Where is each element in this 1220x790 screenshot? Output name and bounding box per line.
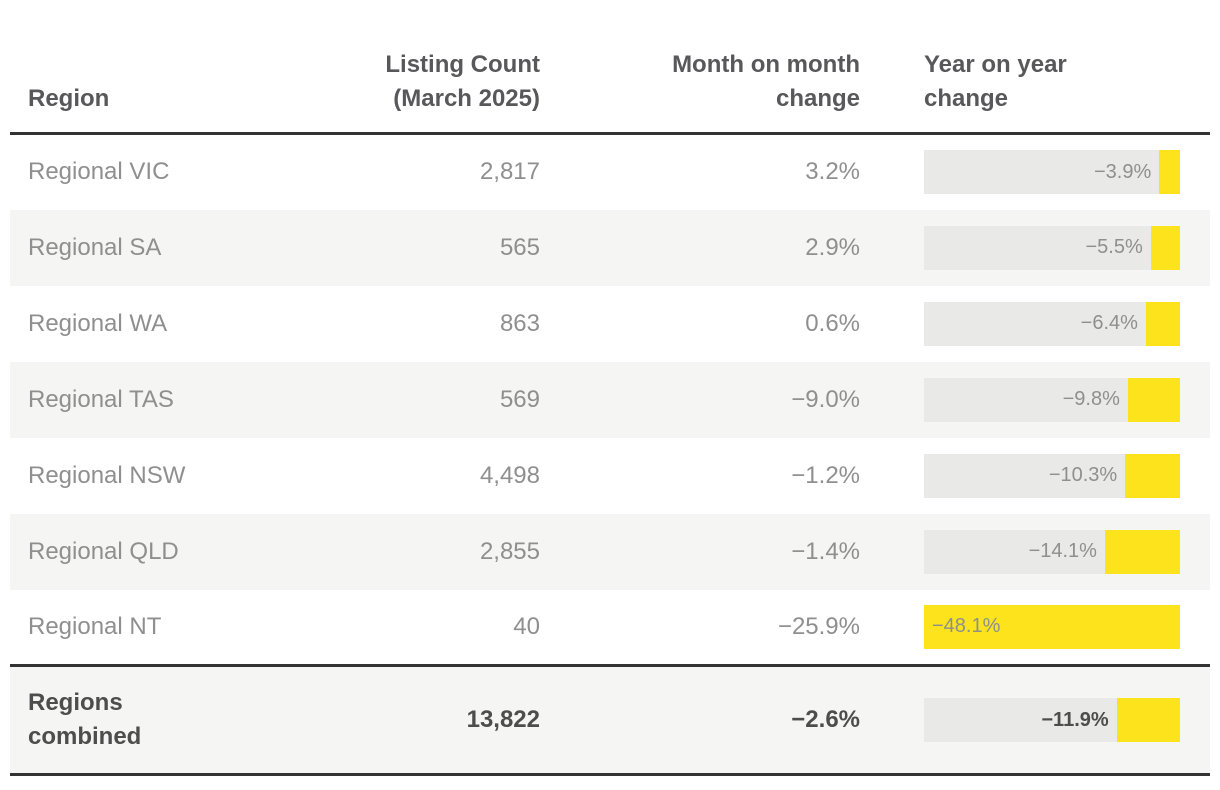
yoy-bar: −3.9% <box>924 150 1180 195</box>
header-row: Region Listing Count (March 2025) Month … <box>10 0 1210 136</box>
yoy-bar-label: −3.9% <box>1093 160 1152 183</box>
table-row: Regional NT 40 −25.9% −48.1% <box>10 590 1210 666</box>
mom-change-cell: −25.9% <box>777 612 860 640</box>
yoy-bar-fill <box>1127 377 1180 422</box>
mom-change-cell: 3.2% <box>805 158 860 186</box>
total-yoy-cell: −11.9% <box>860 664 1210 777</box>
column-header-region: Region <box>10 0 300 136</box>
mom-change-cell: 2.9% <box>805 233 860 261</box>
column-header-listing-count: Listing Count (March 2025) <box>300 0 540 136</box>
yoy-cell: −10.3% <box>860 438 1210 514</box>
mom-change-cell: −9.0% <box>791 385 860 413</box>
column-header-mom-change: Month on month change <box>540 0 860 136</box>
header-line: Month on month <box>672 51 860 78</box>
yoy-bar-label: −5.5% <box>1085 236 1143 259</box>
column-header-yoy-change: Year on year change <box>860 0 1210 136</box>
yoy-bar-fill <box>1104 529 1180 574</box>
total-region-line: combined <box>28 723 142 751</box>
yoy-bar: −10.3% <box>924 453 1180 498</box>
total-region-line: Regions <box>28 689 123 717</box>
yoy-bar: −5.5% <box>924 225 1180 270</box>
yoy-bar-fill <box>924 604 1180 649</box>
yoy-bar-fill <box>1116 698 1180 743</box>
listing-count-cell: 565 <box>499 233 540 261</box>
total-region-cell: Regions combined <box>10 664 300 777</box>
yoy-bar-label: −10.3% <box>1048 464 1118 487</box>
yoy-bar: −48.1% <box>924 604 1180 649</box>
header-line: Year on year <box>924 51 1067 78</box>
region-cell: Regional TAS <box>28 385 174 413</box>
total-mom-change-cell: −2.6% <box>540 664 860 777</box>
yoy-bar-label: −11.9% <box>1041 708 1109 731</box>
yoy-bar-fill <box>1159 150 1180 195</box>
mom-change-cell: −1.4% <box>791 537 860 565</box>
yoy-bar: −11.9% <box>924 698 1180 743</box>
yoy-bar-label: −48.1% <box>932 615 1001 638</box>
table-row: Regional NSW 4,498 −1.2% −10.3% <box>10 438 1210 514</box>
yoy-bar-label: −6.4% <box>1080 312 1138 335</box>
table-row: Regional SA 565 2.9% −5.5% <box>10 209 1210 286</box>
region-cell: Regional SA <box>28 233 162 261</box>
mom-change-cell: −1.2% <box>791 461 860 489</box>
total-listing-count-cell: 13,822 <box>300 664 540 777</box>
header-line: change <box>775 85 860 113</box>
listing-count-cell: 2,817 <box>479 158 540 186</box>
yoy-bar: −9.8% <box>924 377 1180 422</box>
mom-change-cell: 0.6% <box>805 309 860 337</box>
yoy-cell: −3.9% <box>860 134 1210 210</box>
yoy-cell: −14.1% <box>860 514 1210 590</box>
yoy-bar-label: −9.8% <box>1062 388 1120 411</box>
yoy-bar-fill <box>1145 301 1180 346</box>
table-row: Regional TAS 569 −9.0% −9.8% <box>10 361 1210 438</box>
region-cell: Regional QLD <box>28 537 179 565</box>
listing-count-cell: 569 <box>499 385 540 413</box>
yoy-cell: −5.5% <box>860 210 1210 286</box>
table-row: Regional WA 863 0.6% −6.4% <box>10 286 1210 362</box>
region-cell: Regional NSW <box>28 461 186 489</box>
region-cell: Regional VIC <box>28 158 170 186</box>
header-line: Listing Count <box>385 51 540 78</box>
yoy-bar-fill <box>1150 225 1180 270</box>
regional-listings-table: Region Listing Count (March 2025) Month … <box>10 0 1210 777</box>
yoy-bar-label: −14.1% <box>1028 540 1097 563</box>
regional-listings-page: Region Listing Count (March 2025) Month … <box>10 0 1210 777</box>
yoy-bar-fill <box>1125 453 1180 498</box>
table-row: Regional VIC 2,817 3.2% −3.9% <box>10 134 1210 210</box>
table-footer: Regions combined 13,822 −2.6% −11.9% <box>10 664 1210 777</box>
table-header: Region Listing Count (March 2025) Month … <box>10 0 1210 136</box>
table-body: Regional VIC 2,817 3.2% −3.9% Regional S… <box>10 134 1210 666</box>
listing-count-cell: 40 <box>513 612 540 640</box>
listing-count-cell: 4,498 <box>479 461 540 489</box>
header-line: change <box>924 85 1009 113</box>
total-row: Regions combined 13,822 −2.6% −11.9% <box>10 664 1210 777</box>
listing-count-cell: 2,855 <box>479 537 540 565</box>
region-cell: Regional NT <box>28 612 162 640</box>
yoy-bar: −6.4% <box>924 301 1180 346</box>
yoy-cell: −48.1% <box>860 590 1210 666</box>
table-row: Regional QLD 2,855 −1.4% −14.1% <box>10 513 1210 590</box>
yoy-bar: −14.1% <box>924 529 1180 574</box>
yoy-cell: −9.8% <box>860 362 1210 438</box>
listing-count-cell: 863 <box>499 309 540 337</box>
yoy-cell: −6.4% <box>860 286 1210 362</box>
region-cell: Regional WA <box>28 309 168 337</box>
header-line: (March 2025) <box>393 85 540 113</box>
